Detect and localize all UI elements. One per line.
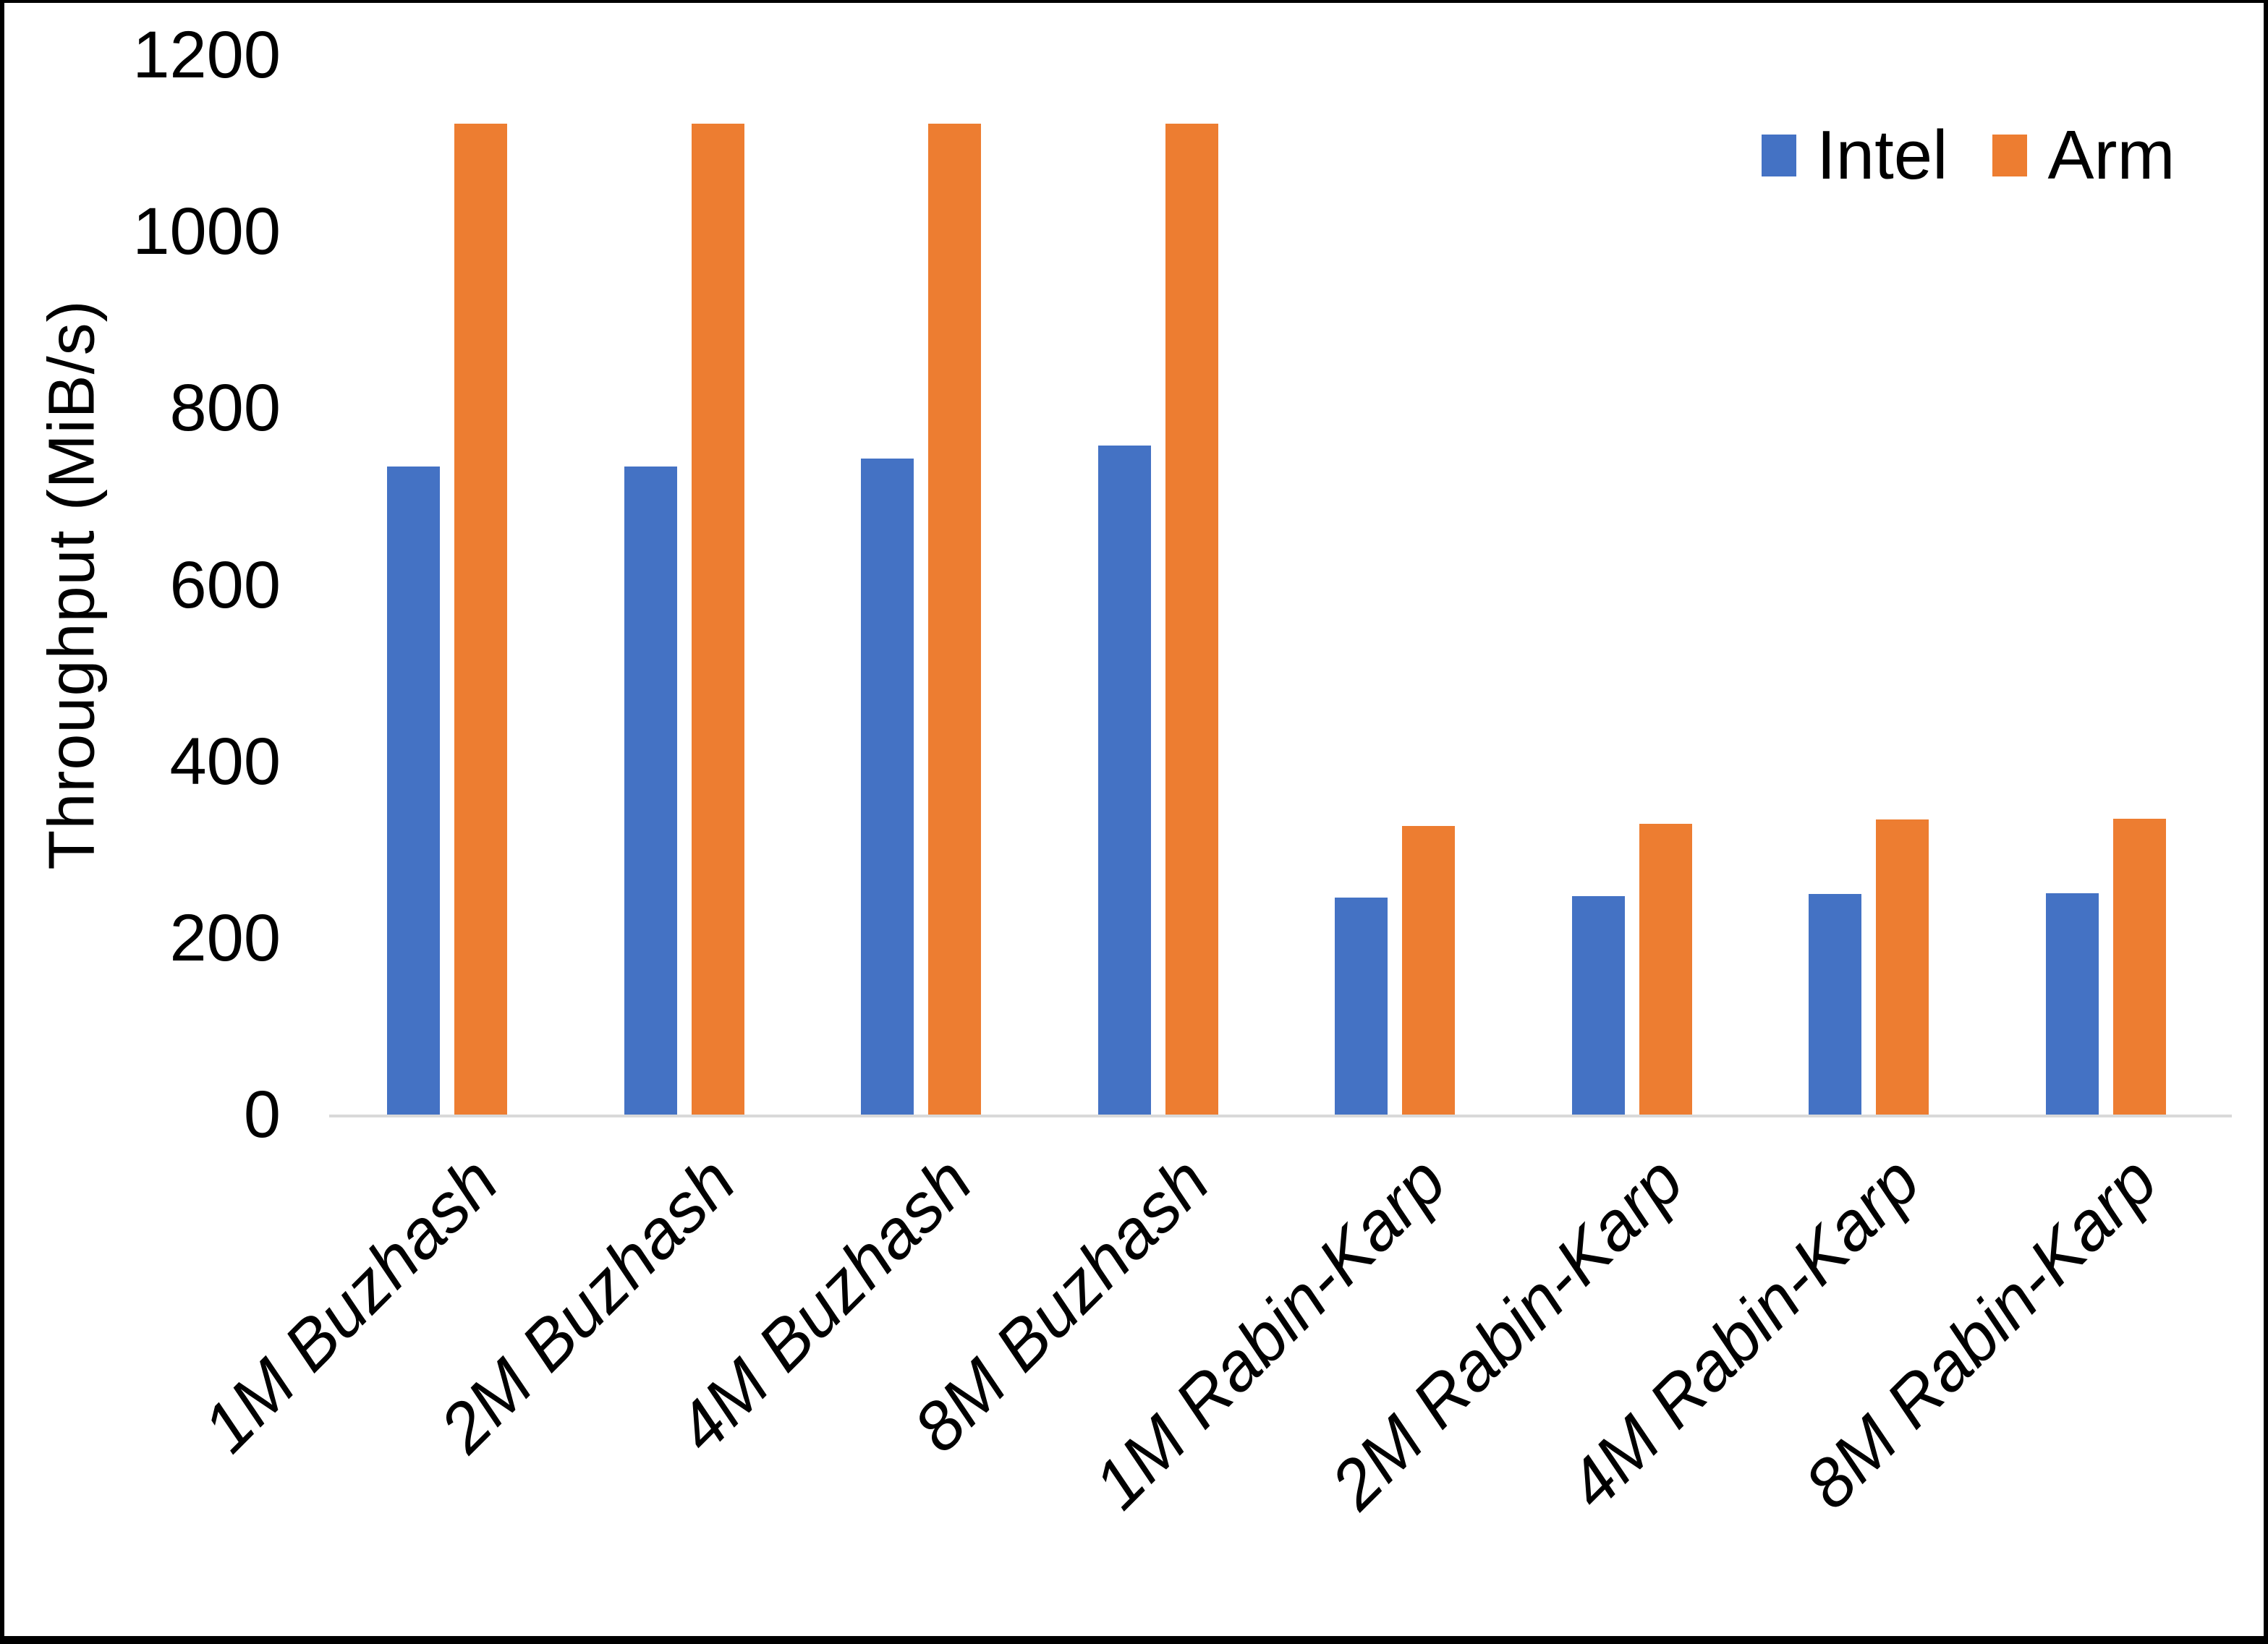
y-tick-label-0: 0 <box>243 1078 281 1151</box>
frame-border-left <box>0 0 4 1644</box>
bar-intel-2m-rabin-karp <box>1571 896 1625 1115</box>
bar-arm-2m-rabin-karp <box>1639 824 1692 1115</box>
bar-arm-2m-buzhash <box>691 124 744 1115</box>
legend-item-intel: Intel <box>1762 116 1948 195</box>
bar-intel-2m-buzhash <box>624 466 677 1115</box>
bar-group-8m-rabin-karp <box>2045 55 2166 1115</box>
bar-intel-4m-rabin-karp <box>1809 893 1861 1115</box>
y-tick-label-600: 600 <box>169 548 281 622</box>
y-tick-label-1200: 1200 <box>132 18 281 92</box>
legend: Intel Arm <box>1762 116 2175 195</box>
bar-arm-1m-rabin-karp <box>1402 825 1455 1115</box>
bar-group-2m-rabin-karp <box>1571 55 1692 1115</box>
bar-intel-8m-rabin-karp <box>2045 893 2099 1115</box>
y-tick-label-1000: 1000 <box>132 195 281 269</box>
bar-group-4m-buzhash <box>861 55 981 1115</box>
bar-group-2m-buzhash <box>624 55 744 1115</box>
bar-arm-4m-rabin-karp <box>1876 819 1929 1115</box>
frame-border-bottom <box>0 1636 2268 1644</box>
frame-border-right <box>2264 0 2268 1644</box>
bar-intel-8m-buzhash <box>1097 445 1151 1115</box>
bar-intel-4m-buzhash <box>861 458 914 1115</box>
y-tick-label-800: 800 <box>169 371 281 446</box>
legend-swatch-intel <box>1762 135 1796 176</box>
legend-label-arm: Arm <box>2047 116 2175 194</box>
legend-swatch-arm <box>1992 135 2028 176</box>
y-tick-label-400: 400 <box>169 724 281 798</box>
bar-group-8m-buzhash <box>1097 55 1218 1115</box>
y-tick-label-200: 200 <box>169 900 281 975</box>
y-axis-tick-labels: 0 200 400 600 800 1000 1200 <box>0 18 281 1151</box>
bar-arm-4m-buzhash <box>928 124 981 1115</box>
bar-group-1m-buzhash <box>387 55 507 1115</box>
bar-arm-1m-buzhash <box>454 124 507 1115</box>
legend-item-arm: Arm <box>1992 116 2175 195</box>
frame-border-top <box>0 0 2268 3</box>
bar-intel-1m-buzhash <box>387 466 440 1115</box>
bar-group-4m-rabin-karp <box>1809 55 1929 1115</box>
bar-group-1m-rabin-karp <box>1335 55 1455 1115</box>
legend-label-intel: Intel <box>1817 116 1948 194</box>
bar-arm-8m-buzhash <box>1165 124 1218 1115</box>
bar-arm-8m-rabin-karp <box>2112 819 2166 1115</box>
plot-area: 1M Buzhash 2M Buzhash 4M Buzhash 8M Buzhash… <box>188 55 2232 1523</box>
bar-intel-1m-rabin-karp <box>1335 897 1388 1115</box>
